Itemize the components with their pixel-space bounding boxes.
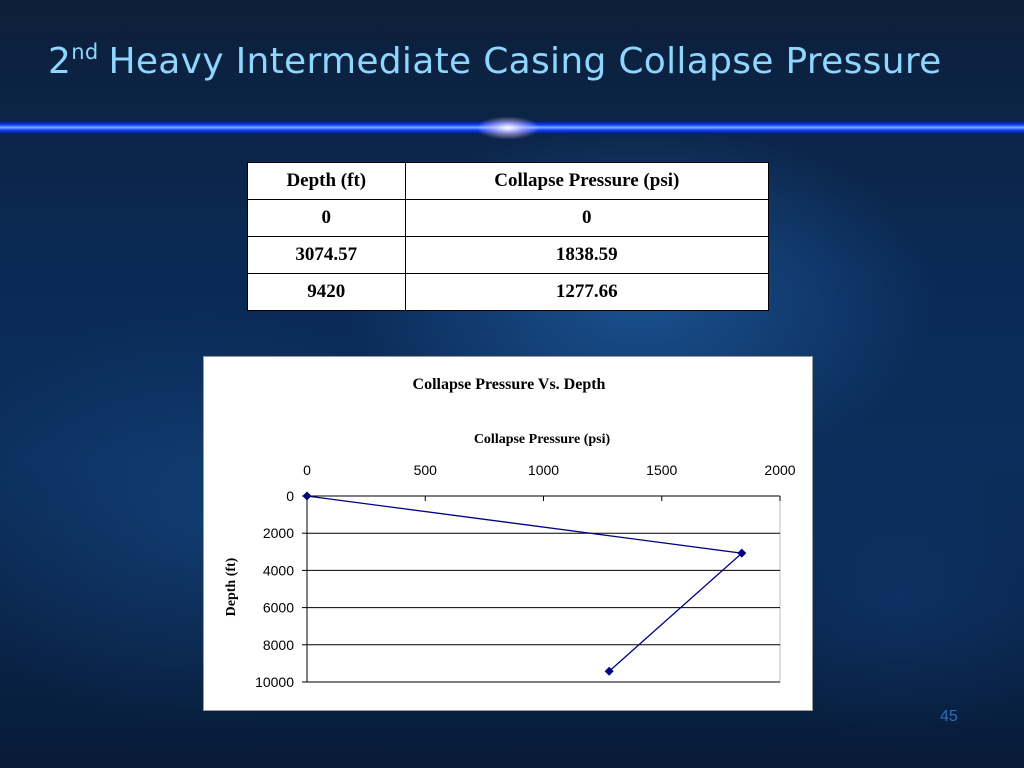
table-row: 0 0: [247, 199, 770, 237]
y-axis-label: Depth (ft): [224, 557, 239, 616]
y-tick-label: 4000: [263, 562, 294, 578]
data-point: [604, 666, 614, 676]
data-table: Depth (ft) Collapse Pressure (psi) 0 0 3…: [247, 162, 770, 311]
x-tick-label: 2000: [764, 462, 795, 478]
x-tick-label: 500: [414, 462, 438, 478]
collapse-pressure-chart: Collapse Pressure Vs. Depth Collapse Pre…: [224, 376, 796, 690]
table-cell-depth: 0: [247, 199, 406, 237]
y-tick-label: 8000: [263, 637, 294, 653]
title-main: Heavy Intermediate Casing Collapse Press…: [108, 41, 942, 82]
table-cell-pressure: 1277.66: [404, 273, 770, 311]
x-tick-label: 1500: [646, 462, 677, 478]
page-number: 45: [940, 708, 958, 725]
chart-container: Collapse Pressure Vs. Depth Collapse Pre…: [203, 356, 813, 711]
data-point: [302, 491, 312, 501]
table-cell-pressure: 1838.59: [404, 236, 770, 274]
y-tick-label: 2000: [263, 525, 294, 541]
y-tick-label: 0: [286, 488, 294, 504]
table-cell-pressure: 0: [404, 199, 770, 237]
x-axis-label: Collapse Pressure (psi): [474, 432, 611, 447]
x-tick-label: 1000: [528, 462, 559, 478]
column-header-depth: Depth (ft): [247, 162, 406, 200]
table-cell-depth: 3074.57: [247, 236, 406, 274]
title-superscript: nd: [71, 40, 99, 64]
table-row: 9420 1277.66: [247, 273, 770, 311]
data-point: [737, 548, 747, 558]
table-cell-depth: 9420: [247, 273, 406, 311]
title-prefix: 2: [48, 41, 72, 82]
x-tick-label: 0: [303, 462, 311, 478]
divider-glow: [478, 117, 538, 139]
y-tick-label: 6000: [263, 600, 294, 616]
chart-title: Collapse Pressure Vs. Depth: [413, 376, 606, 393]
plot-area: [306, 495, 781, 683]
y-tick-label: 10000: [255, 674, 294, 690]
column-header-pressure: Collapse Pressure (psi): [404, 162, 770, 200]
table-header-row: Depth (ft) Collapse Pressure (psi): [247, 162, 770, 200]
slide-title: 2nd Heavy Intermediate Casing Collapse Pr…: [48, 40, 942, 82]
table-row: 3074.57 1838.59: [247, 236, 770, 274]
